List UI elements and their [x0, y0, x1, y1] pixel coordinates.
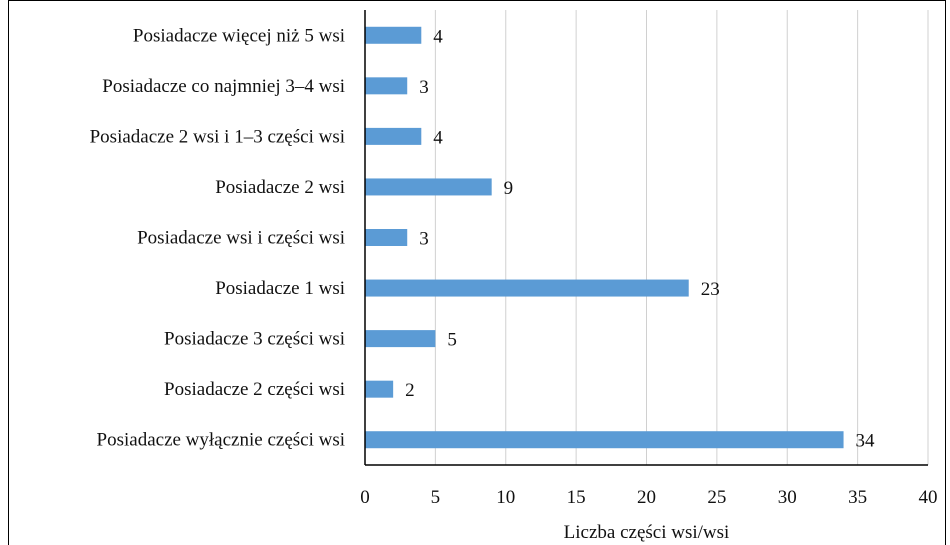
category-label: Posiadacze wsi i części wsi — [137, 228, 345, 249]
data-label: 4 — [433, 127, 443, 148]
x-tick-label: 15 — [567, 487, 586, 508]
category-label: Posiadacze wyłącznie części wsi — [97, 430, 345, 451]
x-tick-label: 10 — [496, 487, 515, 508]
bar — [365, 26, 422, 44]
bar — [365, 178, 492, 196]
x-tick-label: 25 — [707, 487, 726, 508]
bar — [365, 380, 394, 398]
bar — [365, 330, 436, 348]
bars — [365, 26, 844, 449]
data-label: 34 — [856, 431, 876, 452]
x-tick-label: 5 — [431, 487, 441, 508]
chart-frame — [8, 0, 946, 545]
category-label: Posiadacze 2 wsi i 1–3 części wsi — [90, 126, 345, 147]
gridlines — [434, 10, 929, 465]
bar — [365, 431, 844, 449]
x-axis-title: Liczba części wsi/wsi — [564, 522, 730, 543]
category-label: Posiadacze 1 wsi — [215, 278, 345, 299]
category-label: Posiadacze co najmniej 3–4 wsi — [102, 76, 345, 97]
data-label: 2 — [405, 380, 415, 401]
category-label: Posiadacze 3 części wsi — [164, 329, 345, 350]
bar — [365, 229, 408, 246]
data-label: 9 — [504, 178, 514, 199]
data-label: 3 — [419, 229, 429, 250]
x-tick-label: 40 — [919, 487, 938, 508]
bar — [365, 77, 408, 95]
category-label: Posiadacze 2 wsi — [215, 177, 345, 198]
data-label: 4 — [433, 26, 443, 47]
data-label: 3 — [419, 77, 429, 98]
category-label: Posiadacze 2 części wsi — [164, 379, 345, 400]
data-label: 5 — [447, 330, 457, 351]
x-tick-label: 35 — [848, 487, 867, 508]
x-tick-label: 30 — [778, 487, 797, 508]
bar — [365, 127, 422, 145]
x-tick-label: 20 — [637, 487, 656, 508]
category-label: Posiadacze więcej niż 5 wsi — [133, 25, 345, 46]
bar — [365, 279, 689, 297]
x-tick-label: 0 — [360, 487, 370, 508]
data-label: 23 — [701, 279, 720, 300]
